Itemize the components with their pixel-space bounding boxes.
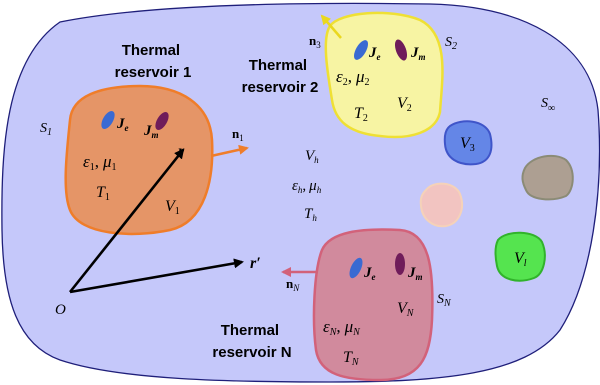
position-vector-r xyxy=(68,148,185,293)
material-params-1: ε1, μ1 xyxy=(83,152,117,173)
object-grey xyxy=(521,154,574,201)
object-peach xyxy=(419,182,464,228)
temperature-tn: TN xyxy=(343,349,360,368)
normal-arrow-3 xyxy=(320,14,342,39)
normal-n1-label: n1 xyxy=(232,126,244,143)
object-v3-label: V3 xyxy=(460,135,475,154)
jm-source-n xyxy=(395,253,405,275)
reservoir-n-title: Thermal reservoir N xyxy=(212,322,291,361)
volume-v2: V2 xyxy=(397,95,412,114)
jm-source-1 xyxy=(155,111,169,131)
vector-r-prime-label: r′ xyxy=(250,255,261,272)
origin-label: O xyxy=(55,302,66,318)
jm-label-n: Jm xyxy=(407,265,423,282)
jm-source-2 xyxy=(394,39,408,61)
host-volume: Vh xyxy=(305,148,319,165)
jm-label-1: Jm xyxy=(143,123,159,140)
material-params-n: εN, μN xyxy=(323,317,361,338)
volume-vn: VN xyxy=(397,300,415,319)
jm-label-2: Jm xyxy=(410,45,426,62)
object-vl xyxy=(494,231,546,282)
object-v3 xyxy=(443,120,493,166)
host-material-params: εh, μh xyxy=(292,178,322,195)
je-source-n xyxy=(349,257,363,279)
surface-s-infinity: S∞ xyxy=(541,96,555,114)
vector-r-label: r xyxy=(178,143,185,160)
reservoir-n-region xyxy=(312,228,434,382)
normal-arrow-1 xyxy=(210,144,249,158)
normal-nn-label: nN xyxy=(286,276,300,293)
reservoir-1-title: Thermal reservoir 1 xyxy=(115,42,192,81)
je-label-n: Je xyxy=(363,265,376,282)
volume-v1: V1 xyxy=(165,198,180,217)
material-params-2: ε2, μ2 xyxy=(336,67,370,88)
je-label-1: Je xyxy=(116,116,129,133)
reservoir-2-region xyxy=(324,11,444,139)
host-temperature: Th xyxy=(304,206,317,223)
surface-s2: S2 xyxy=(445,35,457,52)
surface-s1: S1 xyxy=(40,121,52,138)
je-source-2 xyxy=(354,40,368,60)
normal-n3-label: n3 xyxy=(309,33,321,50)
temperature-t2: T2 xyxy=(354,105,368,124)
reservoir-2-title: Thermal reservoir 2 xyxy=(242,57,319,96)
je-label-2: Je xyxy=(368,45,381,62)
temperature-t1: T1 xyxy=(96,184,110,203)
surface-sn: SN xyxy=(437,292,452,309)
object-vl-label: Vl xyxy=(514,250,527,269)
position-vector-r-prime xyxy=(69,258,244,294)
je-source-1 xyxy=(101,110,115,130)
